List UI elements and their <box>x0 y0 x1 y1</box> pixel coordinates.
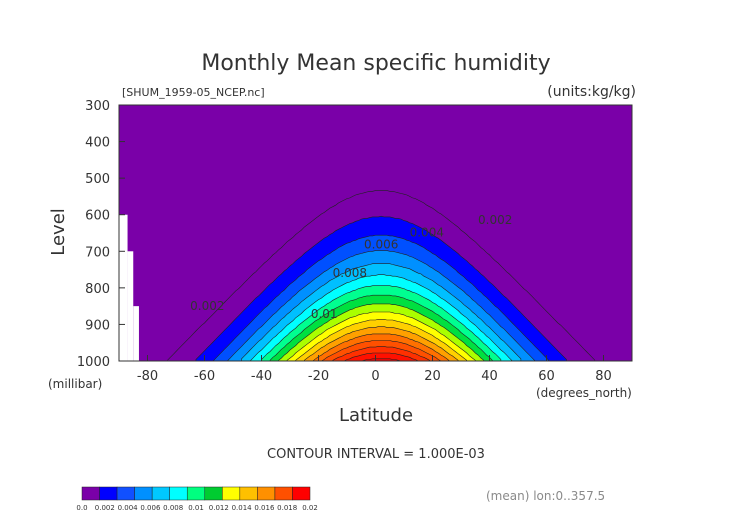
colorbar-label-6: 0.012 <box>209 504 229 512</box>
x-tick-label-7: 60 <box>538 369 555 384</box>
colorbar-swatch-1 <box>99 486 118 501</box>
colorbar-swatch-3 <box>134 486 153 501</box>
colorbar: 0.0 0.002 0.004 0.006 0.008 0.01 0.012 0.014 0.0… <box>76 486 318 512</box>
contour-0001 <box>167 190 596 361</box>
colorbar-swatch-7 <box>204 486 223 501</box>
contour-label-4: 0.008 <box>333 266 367 280</box>
colorbar-swatch-9 <box>239 486 258 501</box>
fill-band-15 <box>343 352 419 362</box>
colorbar-label-9: 0.018 <box>277 504 297 512</box>
colorbar-label-8: 0.016 <box>254 504 275 512</box>
colorbar-label-7: 0.014 <box>232 504 253 512</box>
colorbar-swatch-12 <box>292 486 311 501</box>
y-tick-label-2: 500 <box>85 172 110 187</box>
colorbar-label-4: 0.008 <box>163 504 183 512</box>
x-tick-label-5: 20 <box>424 369 441 384</box>
colorbar-label-0: 0.0 <box>76 504 87 512</box>
colorbar-label-1: 0.002 <box>95 504 115 512</box>
colorbar-label-3: 0.006 <box>140 504 161 512</box>
colorbar-swatch-4 <box>151 486 170 501</box>
contour-lines <box>167 190 596 361</box>
contour-label-5: 0.01 <box>311 307 338 321</box>
contour-interval: CONTOUR INTERVAL = 1.000E-03 <box>267 447 485 462</box>
x-tick-label-4: 0 <box>371 369 379 384</box>
x-tick-label-0: -80 <box>137 369 158 384</box>
missing-region-2 <box>133 306 139 361</box>
y-axis-label: Level <box>48 208 69 256</box>
x-axis: -80 -60 -40 -20 0 20 40 60 80 <box>137 355 612 384</box>
units-label: (units:kg/kg) <box>547 84 636 100</box>
x-axis-label: Latitude <box>339 405 413 426</box>
missing-region-1 <box>127 251 134 361</box>
y-tick-label-7: 1000 <box>77 355 110 370</box>
x-tick-label-8: 80 <box>595 369 612 384</box>
y-tick-label-6: 900 <box>85 318 110 333</box>
y-tick-label-0: 300 <box>85 99 110 114</box>
plot-area <box>119 105 632 362</box>
contour-label-1: 0.002 <box>478 213 512 227</box>
x-tick-label-1: -60 <box>194 369 215 384</box>
contour-label-0: 0.002 <box>190 299 224 313</box>
y-unit-label: (millibar) <box>48 377 102 391</box>
colorbar-swatch-10 <box>257 486 276 501</box>
colorbar-swatch-0 <box>81 486 100 501</box>
contour-labels: 0.002 0.002 0.004 0.006 0.008 0.01 <box>190 213 512 321</box>
y-tick-label-5: 800 <box>85 282 110 297</box>
source-label: [SHUM_1959-05_NCEP.nc] <box>122 86 265 99</box>
x-tick-label-3: -20 <box>308 369 329 384</box>
colorbar-label-10: 0.02 <box>302 504 318 512</box>
chart-title: Monthly Mean specific humidity <box>201 51 550 76</box>
y-tick-label-3: 600 <box>85 209 110 224</box>
y-tick-label-4: 700 <box>85 245 110 260</box>
colorbar-label-2: 0.004 <box>118 504 139 512</box>
colorbar-swatch-6 <box>186 486 206 501</box>
contour-label-2: 0.004 <box>410 226 444 240</box>
x-tick-label-2: -40 <box>251 369 272 384</box>
x-tick-label-6: 40 <box>481 369 498 384</box>
y-tick-label-1: 400 <box>85 136 110 151</box>
colorbar-swatch-5 <box>169 486 188 501</box>
colorbar-swatch-8 <box>222 486 241 501</box>
x-unit-label: (degrees_north) <box>536 386 632 400</box>
colorbar-label-5: 0.01 <box>188 504 204 512</box>
colorbar-swatch-2 <box>116 486 135 501</box>
contour-label-3: 0.006 <box>364 237 398 251</box>
footer-mean: (mean) lon:0..357.5 <box>486 489 605 503</box>
y-axis: 300 400 500 600 700 800 900 1000 <box>77 99 125 370</box>
colorbar-swatch-11 <box>274 486 293 501</box>
fill-band-16 <box>361 358 402 362</box>
